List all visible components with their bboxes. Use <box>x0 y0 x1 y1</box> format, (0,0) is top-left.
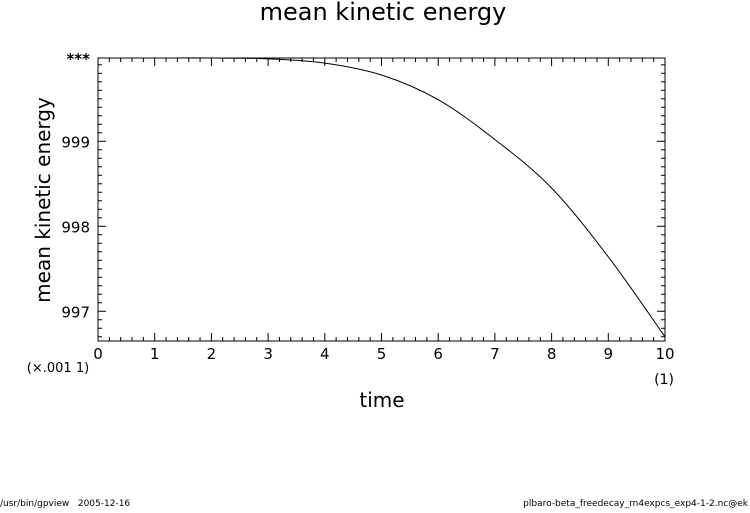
x-tick-label: 1 <box>150 345 160 363</box>
y-axis: 997 998 999 *** <box>61 50 665 338</box>
y-tick-label: *** <box>66 50 90 68</box>
x-tick-label: 8 <box>547 345 557 363</box>
plot-frame <box>97 57 666 342</box>
x-tick-label: 6 <box>433 345 443 363</box>
x-tick-label: 7 <box>490 345 500 363</box>
y-tick-label: 999 <box>61 133 90 151</box>
x-axis-label: time <box>359 388 404 412</box>
chart-title: mean kinetic energy <box>260 0 507 26</box>
x-axis: 0 1 2 3 4 5 6 7 8 9 10 <box>93 58 675 363</box>
x-tick-label: 10 <box>655 345 674 363</box>
footer-left-info: /usr/bin/gpview 2005-12-16 <box>0 499 131 509</box>
x-tick-label: 5 <box>377 345 387 363</box>
y-tick-label: 998 <box>61 218 90 236</box>
x-tick-label: 9 <box>604 345 614 363</box>
x-tick-label: 4 <box>320 345 330 363</box>
y-tick-label: 997 <box>61 303 90 321</box>
x-unit-label: (1) <box>654 372 674 388</box>
y-axis-label: mean kinetic energy <box>31 97 55 303</box>
series-group <box>97 57 666 338</box>
x-tick-label: 0 <box>93 345 103 363</box>
series-line <box>97 57 666 338</box>
footer-right-info: plbaro-beta_freedecay_rn4expcs_exp4-1-2.… <box>523 499 748 509</box>
y-scale-factor: (×.001 1) <box>27 361 89 376</box>
plot-area <box>97 57 666 342</box>
x-tick-label: 3 <box>263 345 273 363</box>
x-tick-label: 2 <box>207 345 217 363</box>
